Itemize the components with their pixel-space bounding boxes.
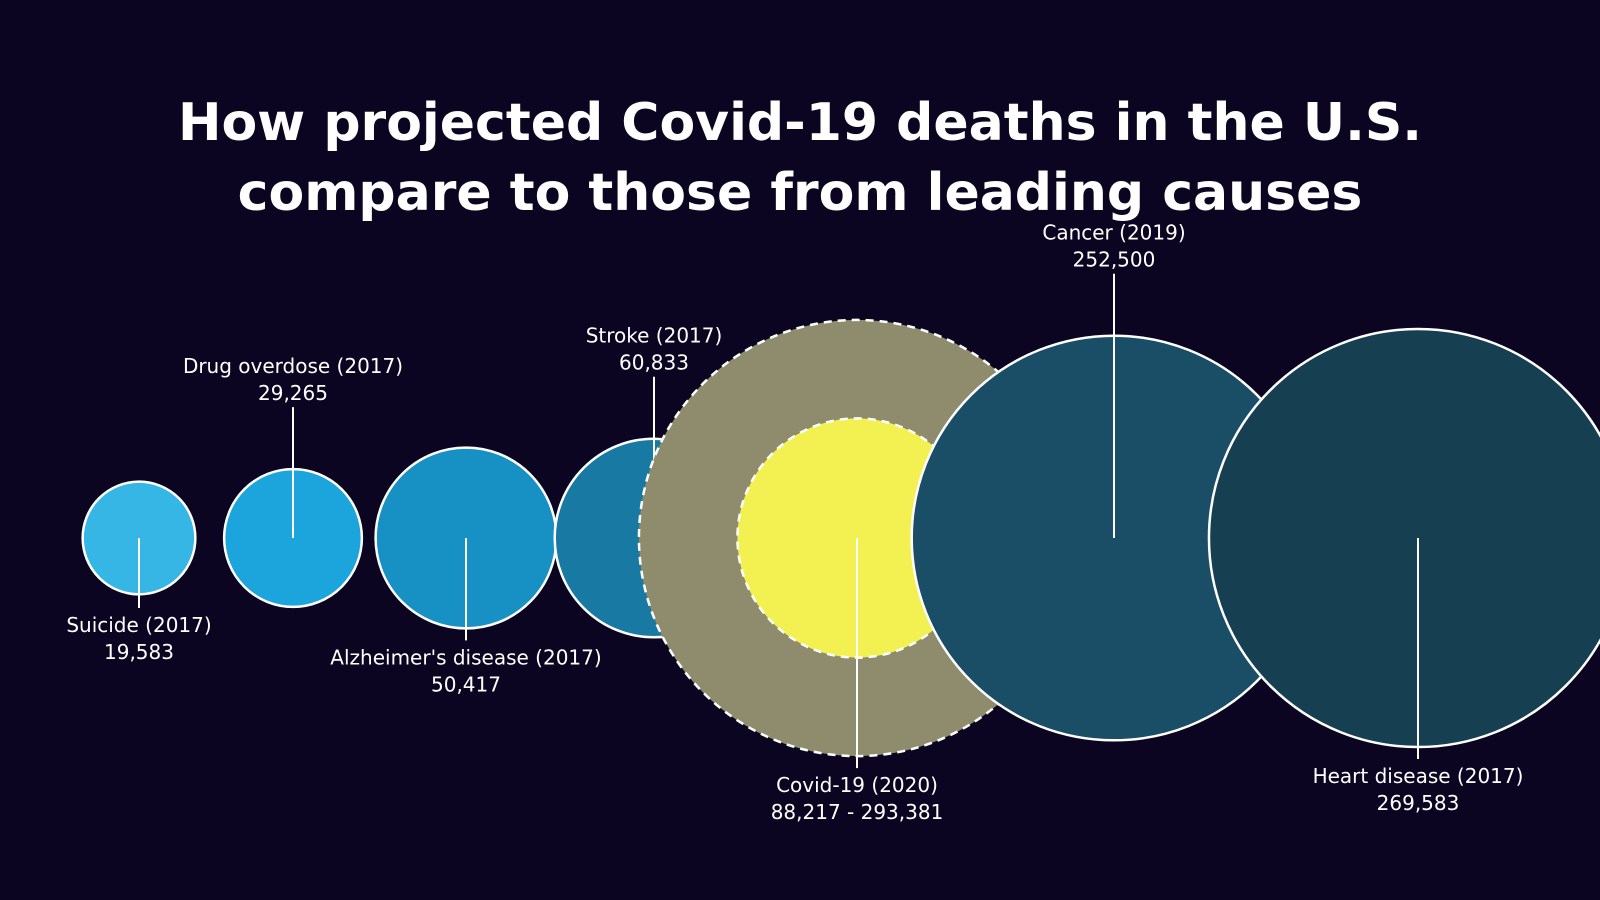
bubble-label-covid-19-2020: Covid-19 (2020) (776, 773, 938, 797)
bubble-label-drug-overdose-2017: Drug overdose (2017) (183, 354, 403, 378)
bubble-value-stroke-2017: 60,833 (619, 351, 689, 375)
bubble-heart-disease-2017 (1207, 327, 1600, 749)
bubble-value-suicide-2017: 19,583 (104, 640, 174, 664)
bubble-value-alzheimer-s-disease-2017: 50,417 (431, 672, 501, 696)
bubbles-group: Suicide (2017) 19,583 Drug overdose (2017)… (66, 221, 1600, 824)
bubble-value-cancer-2019: 252,500 (1073, 248, 1156, 272)
bubble-value-covid-19-2020: 88,217 - 293,381 (771, 800, 944, 824)
bubble-label-cancer-2019: Cancer (2019) (1042, 221, 1185, 245)
bubble-value-heart-disease-2017: 269,583 (1377, 791, 1460, 815)
bubble-label-suicide-2017: Suicide (2017) (66, 613, 211, 637)
bubble-label-alzheimer-s-disease-2017: Alzheimer's disease (2017) (330, 645, 601, 669)
bubble-label-heart-disease-2017: Heart disease (2017) (1313, 764, 1524, 788)
chart-title-line-2: compare to those from leading causes (238, 163, 1363, 223)
bubble-value-drug-overdose-2017: 29,265 (258, 381, 328, 405)
chart-title-line-1: How projected Covid-19 deaths in the U.S… (178, 93, 1422, 153)
bubble-label-stroke-2017: Stroke (2017) (586, 324, 723, 348)
